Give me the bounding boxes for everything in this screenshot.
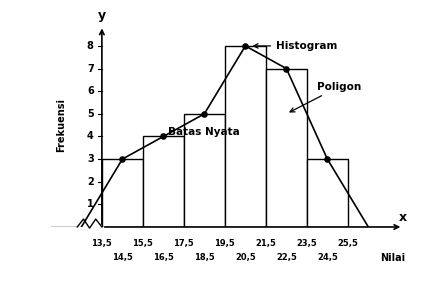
Bar [225, 46, 266, 227]
Text: 18,5: 18,5 [194, 253, 215, 262]
Text: 19,5: 19,5 [214, 239, 235, 249]
Point [201, 111, 208, 116]
Text: 5: 5 [87, 109, 94, 119]
Text: 15,5: 15,5 [133, 239, 153, 249]
Text: 24,5: 24,5 [317, 253, 338, 262]
Text: 7: 7 [87, 63, 94, 74]
Text: 14,5: 14,5 [112, 253, 133, 262]
Text: 4: 4 [87, 132, 94, 141]
Point [160, 134, 167, 139]
Point [119, 157, 126, 162]
Text: Histogram: Histogram [254, 41, 338, 51]
Text: Frekuensi: Frekuensi [56, 98, 66, 152]
Text: Poligon: Poligon [290, 82, 361, 112]
Text: 13,5: 13,5 [92, 239, 112, 249]
Bar [184, 114, 225, 227]
Point [283, 66, 290, 71]
Bar [307, 159, 348, 227]
Text: 1: 1 [87, 199, 94, 209]
Bar [266, 69, 307, 227]
Text: 20,5: 20,5 [235, 253, 256, 262]
Text: 17,5: 17,5 [173, 239, 194, 249]
Point [242, 44, 249, 48]
Text: 2: 2 [87, 177, 94, 187]
Text: Batas Nyata: Batas Nyata [168, 127, 240, 137]
Bar [143, 136, 184, 227]
Text: 23,5: 23,5 [297, 239, 317, 249]
Text: 16,5: 16,5 [153, 253, 174, 262]
Text: x: x [399, 211, 407, 224]
Text: 6: 6 [87, 86, 94, 96]
Text: y: y [98, 9, 106, 22]
Point [324, 157, 331, 162]
Text: 8: 8 [87, 41, 94, 51]
Bar [102, 159, 143, 227]
Text: 25,5: 25,5 [338, 239, 358, 249]
Text: Nilai: Nilai [380, 253, 405, 263]
Text: 21,5: 21,5 [255, 239, 276, 249]
Text: 3: 3 [87, 154, 94, 164]
Text: 22,5: 22,5 [276, 253, 297, 262]
